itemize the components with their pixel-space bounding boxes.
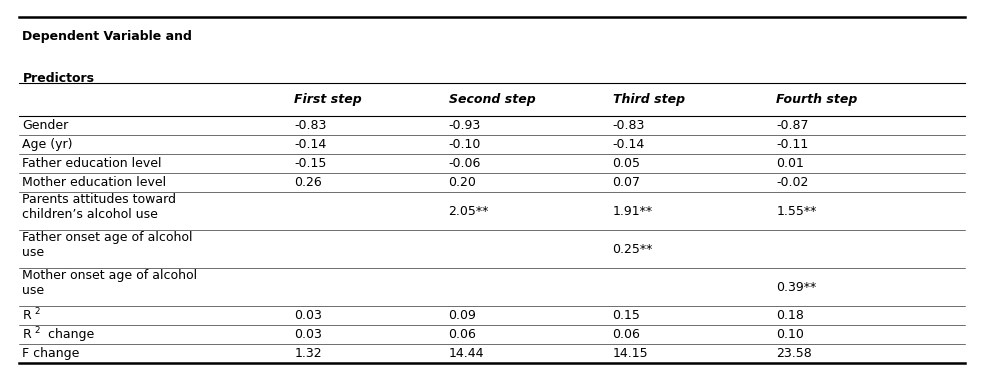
Text: -0.02: -0.02 [776,176,809,189]
Text: 0.20: 0.20 [449,176,476,189]
Text: 2.05**: 2.05** [449,205,489,218]
Text: -0.83: -0.83 [294,119,327,132]
Text: -0.06: -0.06 [449,157,481,170]
Text: 1.55**: 1.55** [776,205,817,218]
Text: -0.15: -0.15 [294,157,327,170]
Text: 0.39**: 0.39** [776,280,817,294]
Text: Dependent Variable and: Dependent Variable and [23,30,192,42]
Text: Mother onset age of alcohol: Mother onset age of alcohol [23,269,198,282]
Text: First step: First step [294,93,362,106]
Text: R: R [23,309,31,322]
Text: 14.44: 14.44 [449,347,484,360]
Text: 23.58: 23.58 [776,347,812,360]
Text: 0.07: 0.07 [612,176,641,189]
Text: -0.93: -0.93 [449,119,481,132]
Text: 0.15: 0.15 [612,309,641,322]
Text: Third step: Third step [612,93,685,106]
Text: Father education level: Father education level [23,157,162,170]
Text: 2: 2 [33,326,39,335]
Text: use: use [23,246,44,259]
Text: 0.06: 0.06 [612,328,641,341]
Text: 0.18: 0.18 [776,309,804,322]
Text: 0.03: 0.03 [294,328,322,341]
Text: F change: F change [23,347,80,360]
Text: Fourth step: Fourth step [776,93,858,106]
Text: Mother education level: Mother education level [23,176,166,189]
Text: change: change [43,328,93,341]
Text: -0.83: -0.83 [612,119,645,132]
Text: 0.01: 0.01 [776,157,804,170]
Text: Age (yr): Age (yr) [23,138,73,151]
Text: -0.14: -0.14 [612,138,645,151]
Text: -0.14: -0.14 [294,138,327,151]
Text: 0.09: 0.09 [449,309,476,322]
Text: Parents attitudes toward: Parents attitudes toward [23,193,176,206]
Text: 2: 2 [33,307,39,315]
Text: 0.26: 0.26 [294,176,322,189]
Text: 1.32: 1.32 [294,347,322,360]
Text: 1.91**: 1.91** [612,205,652,218]
Text: -0.11: -0.11 [776,138,809,151]
Text: children’s alcohol use: children’s alcohol use [23,208,158,221]
Text: 0.25**: 0.25** [612,243,653,256]
Text: 0.03: 0.03 [294,309,322,322]
Text: R: R [23,328,31,341]
Text: Predictors: Predictors [23,72,94,85]
Text: Father onset age of alcohol: Father onset age of alcohol [23,231,193,244]
Text: Second step: Second step [449,93,535,106]
Text: 0.06: 0.06 [449,328,476,341]
Text: 14.15: 14.15 [612,347,648,360]
Text: Gender: Gender [23,119,69,132]
Text: 0.05: 0.05 [612,157,641,170]
Text: -0.87: -0.87 [776,119,809,132]
Text: 0.10: 0.10 [776,328,804,341]
Text: use: use [23,284,44,297]
Text: -0.10: -0.10 [449,138,481,151]
